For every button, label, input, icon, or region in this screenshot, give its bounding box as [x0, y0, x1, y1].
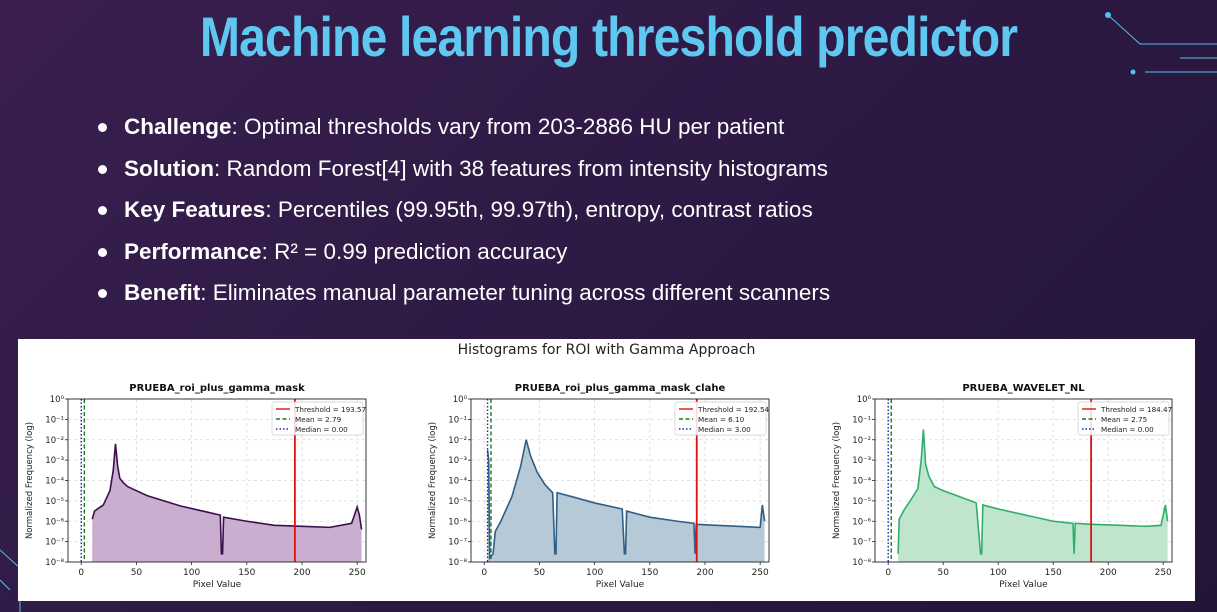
- histogram-line: [897, 429, 1169, 555]
- bullet-text: : Optimal thresholds vary from 203-2886 …: [231, 114, 785, 139]
- x-tick-label: 100: [990, 568, 1007, 578]
- legend-entry: Mean = 2.79: [295, 415, 342, 424]
- x-tick-label: 200: [1100, 568, 1117, 578]
- bullet-label: Challenge: [124, 114, 232, 139]
- figure-suptitle: Histograms for ROI with Gamma Approach: [457, 342, 756, 358]
- y-axis-label: Normalized Frequency (log): [832, 422, 842, 539]
- y-tick-label: 10⁻⁵: [448, 497, 467, 507]
- bullet-label: Performance: [124, 238, 262, 264]
- x-axis-label: Pixel Value: [596, 580, 645, 590]
- y-tick-label: 10⁻⁶: [45, 517, 64, 527]
- x-tick-label: 250: [1155, 568, 1172, 578]
- y-tick-label: 10⁻⁶: [852, 517, 871, 527]
- legend-entry: Mean = 6.10: [698, 415, 745, 424]
- y-tick-label: 10⁻³: [45, 456, 64, 466]
- y-tick-label: 10⁻⁷: [45, 538, 64, 548]
- x-tick-label: 150: [1045, 568, 1062, 578]
- legend-entry: Median = 0.00: [295, 425, 348, 434]
- histogram-panel-3: 0 50 100 150 200 250 10⁰ 10⁻¹ 10⁻² 10⁻³ 10⁻⁴ 10⁻⁵ 10…: [832, 383, 1173, 590]
- bullet-text: : R² = 0.99 prediction accuracy: [261, 238, 568, 264]
- y-tick-label: 10⁻⁴: [448, 477, 467, 487]
- x-axis-label: Pixel Value: [999, 580, 1048, 590]
- legend-box: [674, 401, 767, 436]
- x-tick-label: 0: [78, 568, 84, 578]
- histogram-line: [91, 443, 363, 555]
- histogram-area: [92, 443, 362, 562]
- y-tick-label: 10⁻⁸: [45, 558, 64, 568]
- y-tick-label: 10⁻³: [852, 456, 871, 466]
- x-axis-label: Pixel Value: [193, 580, 242, 590]
- bullet-solution: Solution: Random Forest[4] with 38 featu…: [98, 148, 830, 190]
- bullet-list: Challenge: Optimal thresholds vary from …: [98, 106, 830, 314]
- y-tick-label: 10⁻²: [852, 436, 871, 446]
- y-tick-label: 10⁻⁸: [448, 558, 467, 568]
- legend-entry: Threshold = 184.47: [1100, 405, 1172, 414]
- y-tick-label: 10⁻⁶: [448, 517, 467, 527]
- x-tick-label: 100: [183, 568, 200, 578]
- panel-title: PRUEBA_roi_plus_gamma_mask_clahe: [515, 383, 726, 394]
- slide-title: Machine learning threshold predictor: [199, 5, 1018, 68]
- x-tick-label: 150: [238, 568, 255, 578]
- panel-title: PRUEBA_WAVELET_NL: [962, 383, 1085, 394]
- x-tick-label: 250: [349, 568, 366, 578]
- y-tick-label: 10⁰: [453, 395, 468, 405]
- x-tick-label: 150: [641, 568, 658, 578]
- bullet-key-features: Key Features: Percentiles (99.95th, 99.9…: [98, 189, 830, 231]
- x-tick-label: 0: [885, 568, 891, 578]
- legend-entry: Median = 0.00: [1101, 425, 1154, 434]
- y-tick-label: 10⁻⁷: [852, 538, 871, 548]
- y-tick-label: 10⁻²: [45, 436, 64, 446]
- x-tick-label: 50: [937, 568, 949, 578]
- y-tick-label: 10⁻¹: [448, 415, 467, 425]
- y-axis-label: Normalized Frequency (log): [25, 422, 35, 539]
- bullet-text: : Eliminates manual parameter tuning acr…: [200, 280, 831, 305]
- y-tick-label: 10⁻¹: [852, 415, 871, 425]
- bullet-benefit: Benefit: Eliminates manual parameter tun…: [98, 272, 830, 314]
- x-tick-label: 250: [752, 568, 769, 578]
- histogram-plots: 0 50 100 150 200 250 10⁰ 10⁻¹ 10⁻² 10⁻³ 10⁻⁴ 10⁻⁵ 10…: [25, 383, 1173, 590]
- y-tick-label: 10⁻³: [448, 456, 467, 466]
- y-tick-label: 10⁻⁸: [852, 558, 871, 568]
- bullet-label: Solution: [124, 155, 214, 181]
- bullet-performance: Performance: R² = 0.99 prediction accura…: [98, 231, 830, 273]
- y-tick-label: 10⁻²: [448, 436, 467, 446]
- bullet-text: : Percentiles (99.95th, 99.97th), entrop…: [265, 197, 813, 222]
- x-tick-label: 50: [534, 568, 546, 578]
- legend-entry: Mean = 2.75: [1101, 415, 1147, 424]
- histogram-panel-1: 0 50 100 150 200 250 10⁰ 10⁻¹ 10⁻² 10⁻³ 10⁻⁴ 10⁻⁵ 10…: [25, 383, 367, 590]
- legend-entry: Threshold = 192.54: [697, 405, 770, 414]
- y-tick-label: 10⁻⁴: [45, 477, 64, 487]
- y-tick-label: 10⁻⁵: [852, 497, 871, 507]
- x-tick-label: 100: [586, 568, 603, 578]
- bullet-label: Benefit: [124, 280, 201, 305]
- y-tick-label: 10⁻⁴: [852, 477, 871, 487]
- x-tick-label: 200: [696, 568, 713, 578]
- bullet-challenge: Challenge: Optimal thresholds vary from …: [98, 106, 830, 148]
- bullet-label: Key Features: [124, 197, 266, 222]
- bullet-text: : Random Forest[4] with 38 features from…: [213, 155, 828, 181]
- y-tick-label: 10⁰: [857, 395, 872, 405]
- panel-title: PRUEBA_roi_plus_gamma_mask: [129, 383, 305, 394]
- x-tick-label: 50: [131, 568, 143, 578]
- histogram-figure: Histograms for ROI with Gamma Approach 0…: [18, 339, 1195, 601]
- y-axis-label: Normalized Frequency (log): [428, 422, 438, 539]
- y-tick-label: 10⁻⁷: [448, 538, 467, 548]
- legend-entry: Threshold = 193.57: [294, 405, 366, 414]
- y-tick-label: 10⁻⁵: [45, 497, 64, 507]
- corner-decoration-top-right: [1105, 12, 1217, 75]
- histogram-area: [898, 429, 1168, 562]
- y-tick-label: 10⁻¹: [45, 415, 64, 425]
- histogram-panel-2: 0 50 100 150 200 250 10⁰ 10⁻¹ 10⁻² 10⁻³ 10⁻⁴ 10⁻⁵ 10…: [428, 383, 770, 590]
- x-tick-label: 200: [293, 568, 310, 578]
- y-tick-label: 10⁰: [50, 395, 65, 405]
- legend-box: [1077, 401, 1170, 436]
- x-tick-label: 0: [481, 568, 487, 578]
- legend-entry: Median = 3.00: [698, 425, 751, 434]
- legend-box: [271, 401, 364, 436]
